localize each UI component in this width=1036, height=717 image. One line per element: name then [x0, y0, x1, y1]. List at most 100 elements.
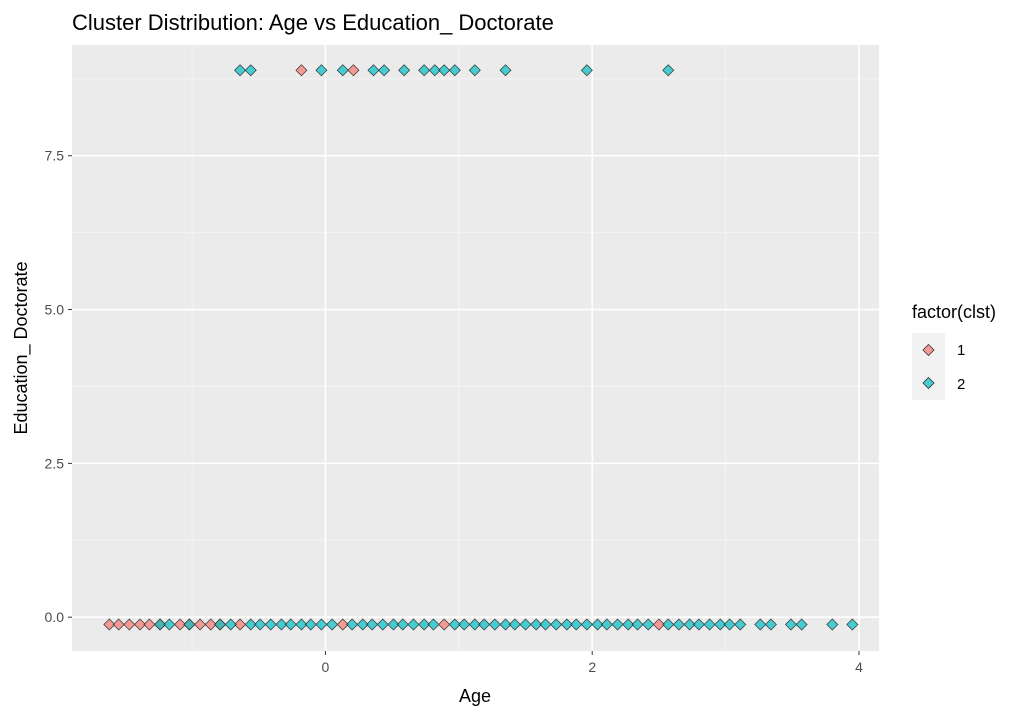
data-point-cluster-2: [326, 618, 339, 631]
data-point-cluster-1: [438, 618, 451, 631]
data-point-cluster-2: [550, 618, 563, 631]
legend-title: factor(clst): [912, 302, 996, 322]
data-point-cluster-2: [846, 618, 859, 631]
data-point-cluster-2: [591, 618, 604, 631]
data-point-cluster-2: [304, 618, 317, 631]
data-point-cluster-2: [764, 618, 777, 631]
data-point-cluster-2: [398, 64, 411, 77]
x-tick-label: 2: [588, 659, 596, 675]
data-point-cluster-2: [378, 64, 391, 77]
x-tick-label: 4: [855, 659, 863, 675]
data-point-cluster-2: [428, 64, 441, 77]
data-point-cluster-1: [123, 618, 136, 631]
data-point-cluster-2: [508, 618, 521, 631]
data-point-cluster-2: [622, 618, 635, 631]
data-point-cluster-2: [703, 618, 716, 631]
data-point-cluster-2: [183, 618, 196, 631]
data-point-cluster-2: [448, 618, 461, 631]
data-point-cluster-1: [204, 618, 217, 631]
data-point-cluster-1: [652, 618, 665, 631]
data-point-cluster-1: [295, 64, 308, 77]
data-point-cluster-2: [662, 64, 675, 77]
data-points: [103, 64, 859, 631]
y-tick-label: 2.5: [45, 455, 65, 471]
data-point-cluster-2: [367, 64, 380, 77]
data-point-cluster-2: [315, 618, 328, 631]
data-point-cluster-2: [611, 618, 624, 631]
data-point-cluster-2: [560, 618, 573, 631]
data-point-cluster-2: [662, 618, 675, 631]
legend-key-2-diamond: [922, 376, 935, 390]
data-point-cluster-2: [154, 618, 167, 631]
data-point-cluster-2: [336, 64, 349, 77]
data-point-cluster-1: [143, 618, 156, 631]
data-point-cluster-2: [376, 618, 389, 631]
data-point-cluster-2: [692, 618, 705, 631]
data-point-cluster-2: [418, 618, 431, 631]
data-point-cluster-2: [295, 618, 308, 631]
data-point-cluster-2: [438, 64, 451, 77]
data-point-cluster-2: [530, 618, 543, 631]
data-point-cluster-1: [103, 618, 116, 631]
data-point-cluster-2: [214, 618, 227, 631]
y-tick-label: 0.0: [45, 609, 65, 625]
data-point-cluster-2: [254, 618, 267, 631]
data-point-cluster-2: [519, 618, 532, 631]
y-axis: 0.0 2.5 5.0 7.5: [45, 148, 72, 625]
data-point-cluster-2: [418, 64, 431, 77]
data-point-cluster-2: [163, 618, 176, 631]
legend-label-2: 2: [957, 376, 965, 393]
data-point-cluster-2: [396, 618, 409, 631]
legend-label-1: 1: [957, 342, 965, 359]
data-point-cluster-2: [458, 618, 471, 631]
data-point-cluster-2: [264, 618, 277, 631]
data-point-cluster-2: [387, 618, 400, 631]
y-tick-label: 5.0: [45, 302, 65, 318]
data-point-cluster-2: [468, 618, 481, 631]
data-point-cluster-1: [112, 618, 125, 631]
data-point-cluster-2: [346, 618, 359, 631]
data-point-cluster-2: [366, 618, 379, 631]
legend-key-1-diamond: [922, 343, 935, 357]
chart-title: Cluster Distribution: Age vs Education_ …: [72, 10, 554, 35]
data-point-cluster-2: [683, 618, 696, 631]
data-point-cluster-2: [580, 64, 593, 77]
data-point-cluster-2: [284, 618, 297, 631]
data-point-cluster-2: [356, 618, 369, 631]
y-axis-title: Education_ Doctorate: [11, 261, 32, 434]
data-point-cluster-2: [795, 618, 808, 631]
data-point-cluster-1: [194, 618, 207, 631]
x-axis-title: Age: [459, 686, 491, 706]
data-point-cluster-2: [784, 618, 797, 631]
legend: factor(clst) 1 2: [912, 302, 996, 400]
x-tick-label: 0: [322, 659, 330, 675]
data-point-cluster-2: [600, 618, 613, 631]
data-point-cluster-1: [336, 618, 349, 631]
data-point-cluster-2: [315, 64, 328, 77]
plot-panel: [72, 45, 879, 651]
data-point-cluster-2: [826, 618, 839, 631]
data-point-cluster-2: [570, 618, 583, 631]
minor-gridlines: [72, 45, 879, 651]
data-point-cluster-2: [224, 618, 237, 631]
data-point-cluster-2: [723, 618, 736, 631]
data-point-cluster-2: [448, 64, 461, 77]
major-gridlines: [72, 45, 879, 651]
y-tick-label: 7.5: [45, 148, 65, 164]
data-point-cluster-2: [234, 64, 247, 77]
x-axis: 0 2 4: [322, 651, 863, 675]
data-point-cluster-1: [347, 64, 360, 77]
data-point-cluster-2: [631, 618, 644, 631]
data-point-cluster-2: [468, 64, 481, 77]
data-point-cluster-2: [427, 618, 440, 631]
data-point-cluster-2: [478, 618, 491, 631]
data-point-cluster-2: [275, 618, 288, 631]
data-point-cluster-2: [488, 618, 501, 631]
data-point-cluster-2: [499, 618, 512, 631]
data-point-cluster-1: [134, 618, 147, 631]
data-point-cluster-2: [642, 618, 655, 631]
data-point-cluster-2: [714, 618, 727, 631]
data-point-cluster-1: [234, 618, 247, 631]
data-point-cluster-2: [499, 64, 512, 77]
